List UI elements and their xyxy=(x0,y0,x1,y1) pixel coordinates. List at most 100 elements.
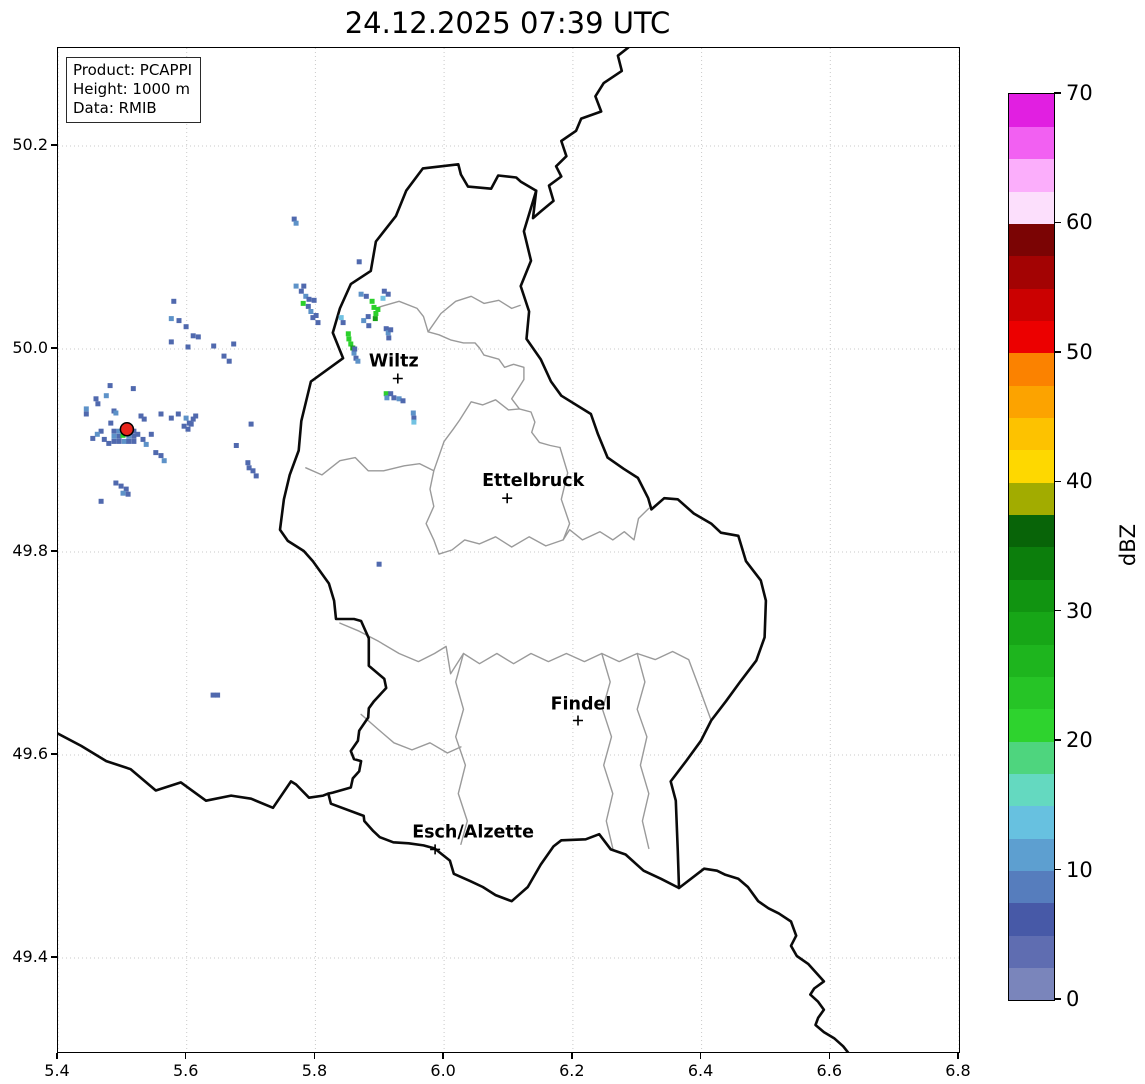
y-axis-tick xyxy=(51,144,57,146)
radar-echo-pixel xyxy=(400,398,406,404)
radar-echo-pixel xyxy=(386,335,392,341)
radar-echo-pixel xyxy=(116,438,122,444)
radar-echo-pixel xyxy=(366,323,372,329)
colorbar-segment xyxy=(1009,352,1054,386)
y-axis-tick xyxy=(51,550,57,552)
radar-echo-pixel xyxy=(346,336,352,342)
radar-echo-pixel xyxy=(195,334,201,340)
radar-echo-pixel xyxy=(383,326,389,332)
colorbar-segment xyxy=(1009,288,1054,321)
y-axis-tick-label: 50.0 xyxy=(12,338,48,358)
colorbar-tick-label: 50 xyxy=(1066,339,1093,364)
radar-echo-pixel xyxy=(383,391,389,397)
colorbar-segment xyxy=(1009,676,1054,710)
radar-echo-pixel xyxy=(300,300,306,306)
radar-echo-pixel xyxy=(372,316,378,322)
radar-echo-pixel xyxy=(306,296,312,302)
colorbar-tick-label: 40 xyxy=(1066,469,1093,494)
radar-echo-pixel xyxy=(391,395,397,401)
radar-echo-pixel xyxy=(168,415,174,421)
radar-echo-pixel xyxy=(226,358,232,364)
y-axis-tick-label: 49.4 xyxy=(12,947,48,966)
canton-boundary-line xyxy=(559,446,571,541)
radar-echo-pixel xyxy=(381,288,387,294)
x-axis-tick xyxy=(313,1052,316,1059)
radar-echo-pixel xyxy=(369,298,375,304)
radar-site-marker xyxy=(119,421,135,437)
radar-echo-pixel xyxy=(135,431,141,437)
radar-echo-pixel xyxy=(410,410,416,416)
colorbar-tick xyxy=(1054,868,1062,871)
colorbar-segment xyxy=(1009,126,1054,160)
colorbar-segment xyxy=(1009,935,1054,969)
radar-echo-pixel xyxy=(106,440,112,446)
colorbar-segment xyxy=(1009,94,1054,127)
city-label: Esch/Alzette xyxy=(412,822,534,842)
x-axis-tick-label: 5.8 xyxy=(301,1061,328,1080)
radar-echo-pixel xyxy=(121,438,127,444)
colorbar-segment xyxy=(1009,255,1054,289)
radar-echo-pixel xyxy=(188,421,194,427)
radar-echo-pixel xyxy=(365,314,371,320)
radar-echo-pixel xyxy=(175,411,181,417)
product-info-line: Product: PCAPPI xyxy=(73,61,193,79)
x-axis-tick xyxy=(442,1052,444,1059)
radar-echo-pixel xyxy=(168,316,174,322)
radar-echo-pixel xyxy=(90,435,96,441)
colorbar-segment xyxy=(1009,223,1054,257)
x-axis-tick xyxy=(56,1052,58,1059)
x-axis-tick-label: 6.0 xyxy=(430,1061,456,1080)
radar-echo-pixel xyxy=(246,465,252,471)
colorbar-tick xyxy=(1054,351,1062,353)
radar-echo-pixel xyxy=(411,415,417,421)
colorbar-tick-label: 70 xyxy=(1066,81,1093,105)
radar-echo-pixel xyxy=(352,346,358,352)
canton-boundary-line xyxy=(601,652,614,850)
colorbar-segment xyxy=(1009,708,1054,742)
radar-echo-pixel xyxy=(348,341,354,347)
radar-echo-pixel xyxy=(143,441,149,447)
radar-echo-pixel xyxy=(231,341,237,347)
radar-echo-pixel xyxy=(291,216,297,222)
x-axis-tick-label: 6.2 xyxy=(559,1061,585,1080)
radar-echo-pixel xyxy=(138,413,144,419)
x-axis-tick xyxy=(828,1052,830,1059)
city-plus-marker xyxy=(573,715,583,726)
radar-echo-pixel xyxy=(193,413,199,419)
radar-echo-pixel xyxy=(351,350,357,356)
colorbar-segment xyxy=(1009,158,1054,192)
radar-echo-pixel xyxy=(111,433,117,439)
height-info-line: Height: 1000 m xyxy=(73,80,190,98)
radar-echo-pixel xyxy=(107,383,113,389)
colorbar-tick xyxy=(1054,92,1062,94)
radar-echo-pixel xyxy=(148,431,154,437)
radar-echo-pixel xyxy=(388,327,394,333)
radar-echo-pixel xyxy=(305,303,311,309)
radar-echo-pixel xyxy=(131,433,137,439)
radar-echo-pixel xyxy=(301,283,307,289)
belgium-germany-border xyxy=(531,48,630,220)
colorbar-segment xyxy=(1009,870,1054,904)
canton-boundary-line xyxy=(427,295,521,333)
radar-echo-pixel xyxy=(126,438,132,444)
radar-echo-pixel xyxy=(388,391,394,397)
radar-echo-pixel xyxy=(111,438,117,444)
x-axis-tick xyxy=(957,1052,959,1059)
y-axis-tick xyxy=(51,753,57,755)
radar-echo-pixel xyxy=(385,291,391,297)
radar-echo-pixel xyxy=(371,304,377,310)
y-axis-tick xyxy=(51,347,57,349)
radar-echo-pixel xyxy=(125,491,131,497)
radar-echo-pixel xyxy=(340,320,346,326)
x-axis-tick xyxy=(185,1052,187,1059)
colorbar-segment xyxy=(1009,449,1054,483)
radar-echo-pixel xyxy=(373,311,379,316)
radar-echo-pixel xyxy=(293,220,299,226)
radar-echo-pixel xyxy=(108,420,114,426)
colorbar-segment xyxy=(1009,611,1054,645)
radar-echo-pixel xyxy=(190,416,196,422)
colorbar-tick xyxy=(1054,221,1062,224)
radar-echo-pixel xyxy=(141,416,147,422)
radar-echo-pixel xyxy=(113,480,119,486)
map-plot-area: Wiltz Ettelbruck Findel Esch/Alzette xyxy=(57,47,960,1053)
